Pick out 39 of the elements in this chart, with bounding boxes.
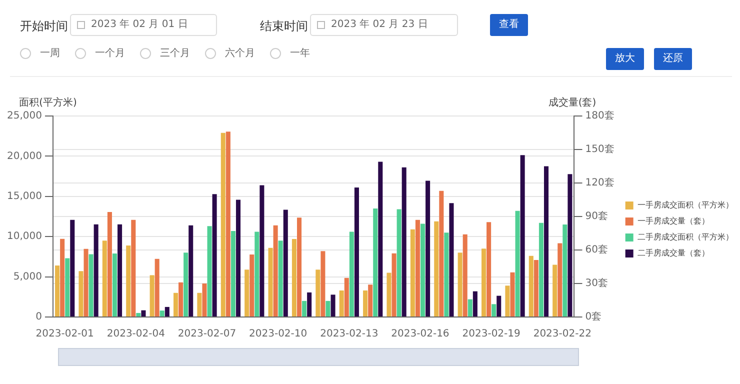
text: 三个月	[159, 47, 190, 60]
legend-label: 二手房成交面积（平方米）	[637, 232, 734, 242]
text: 结束时间	[260, 18, 308, 35]
text: 开始时间	[20, 18, 68, 35]
legend-label: 二手房成交量（套）	[637, 248, 710, 258]
y-tick-label: 25,000	[6, 110, 42, 122]
y2-axis-title: 成交量(套)	[548, 96, 596, 109]
y2-tick-label: 180套	[585, 110, 614, 122]
y-tick-label: 20,000	[6, 150, 42, 162]
text: 还原	[654, 48, 692, 70]
text: 一周	[39, 47, 60, 60]
y2-tick-label: 90套	[585, 210, 608, 222]
text: 一个月	[94, 47, 125, 60]
text: 2023 年 02 月 23 日	[310, 14, 458, 36]
y2-tick-label: 150套	[585, 143, 614, 156]
text: 一年	[289, 47, 310, 60]
legend-label: 一手房成交量（套）	[637, 216, 710, 226]
y-tick-label: 15,000	[6, 190, 42, 202]
text: 2023 年 02 月 01 日	[70, 14, 217, 36]
y2-tick-label: 60套	[585, 244, 608, 256]
x-tick-label: 2023-02-01	[36, 328, 94, 340]
x-tick-label: 2023-02-19	[462, 328, 520, 340]
y2-tick-label: 120套	[585, 176, 614, 189]
y2-tick-label: 30套	[585, 277, 608, 290]
text: 放大	[606, 48, 644, 70]
x-tick-label: 2023-02-04	[106, 328, 165, 340]
x-tick-label: 2023-02-10	[249, 328, 308, 340]
x-tick-label: 2023-02-13	[320, 328, 378, 340]
x-tick-label: 2023-02-22	[533, 328, 592, 340]
legend-label: 一手房成交面积（平方米）	[637, 200, 734, 210]
x-tick-label: 2023-02-07	[178, 328, 236, 340]
y-tick-label: 0	[36, 312, 42, 323]
y-tick-label: 5,000	[13, 271, 42, 282]
text: 查看	[490, 14, 528, 36]
y2-tick-label: 0套	[585, 310, 602, 323]
text: 六个月	[224, 46, 255, 60]
y-tick-label: 10,000	[6, 231, 42, 242]
x-tick-label: 2023-02-16	[391, 328, 450, 340]
y-axis-title: 面积(平方米)	[19, 96, 77, 109]
